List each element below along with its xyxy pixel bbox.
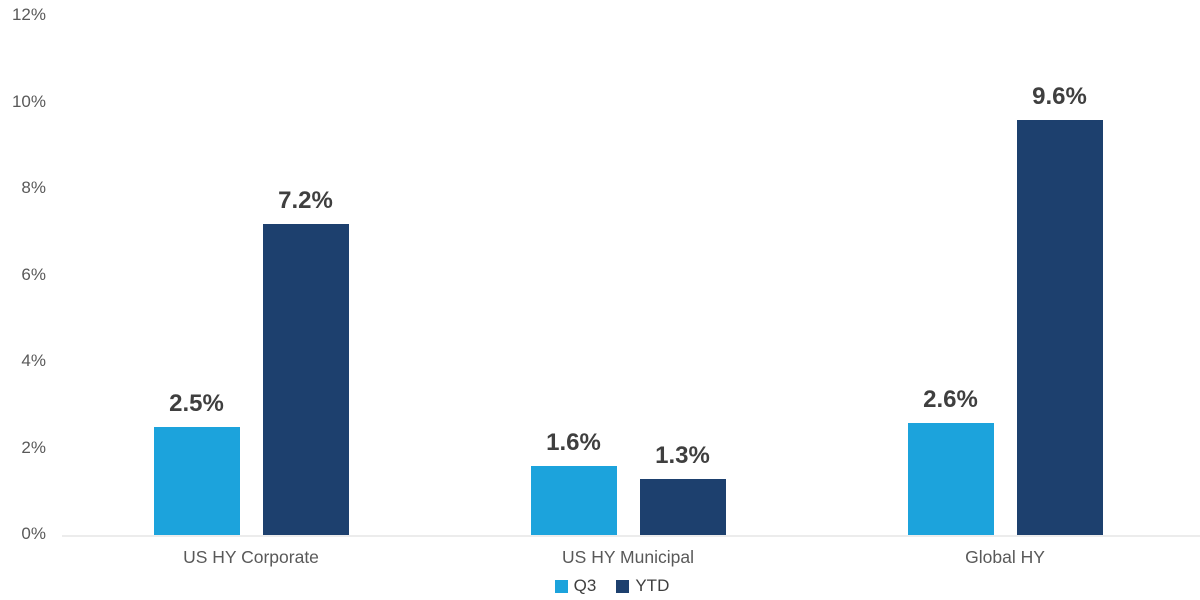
x-axis-label-us-hy-municipal: US HY Municipal xyxy=(562,547,694,567)
bar-ytd-global-hy xyxy=(1016,119,1103,535)
bar-q3-global-hy xyxy=(907,422,994,535)
data-label-ytd-us-hy-municipal: 1.3% xyxy=(655,441,710,469)
y-axis-tick-label: 12% xyxy=(11,5,46,24)
y-axis-tick-label: 4% xyxy=(21,351,46,370)
y-axis-tick-label: 0% xyxy=(21,524,46,543)
y-axis-tick-label: 10% xyxy=(11,91,46,111)
data-label-ytd-us-hy-corporate: 7.2% xyxy=(278,186,333,214)
x-axis-label-us-hy-corporate: US HY Corporate xyxy=(183,547,319,567)
legend-swatch-icon xyxy=(616,579,630,593)
legend-entry-ytd: YTD xyxy=(616,576,669,596)
y-axis-tick-label: 2% xyxy=(21,437,46,457)
bar-ytd-us-hy-corporate xyxy=(262,223,349,535)
x-axis-label-global-hy: Global HY xyxy=(965,547,1045,567)
data-label-q3-us-hy-municipal: 1.6% xyxy=(546,428,601,456)
bar-ytd-us-hy-municipal xyxy=(639,478,726,535)
data-label-q3-global-hy: 2.6% xyxy=(923,385,978,413)
legend-label: Q3 xyxy=(573,576,597,595)
y-axis-tick-label: 8% xyxy=(21,178,46,197)
y-axis-tick-label: 6% xyxy=(21,264,46,284)
chart-legend: Q3 YTD xyxy=(0,576,1200,596)
bar-q3-us-hy-municipal xyxy=(530,465,617,535)
legend-label: YTD xyxy=(635,576,670,595)
bar-q3-us-hy-corporate xyxy=(153,426,240,535)
legend-swatch-icon xyxy=(554,579,568,593)
data-label-q3-us-hy-corporate: 2.5% xyxy=(169,389,224,417)
data-label-ytd-global-hy: 9.6% xyxy=(1032,82,1087,110)
plot-area: 2.5% 7.2% US HY Corporate 1.6% 1.3% US HY Mun… xyxy=(62,0,1200,567)
legend-entry-q3: Q3 xyxy=(554,576,597,596)
